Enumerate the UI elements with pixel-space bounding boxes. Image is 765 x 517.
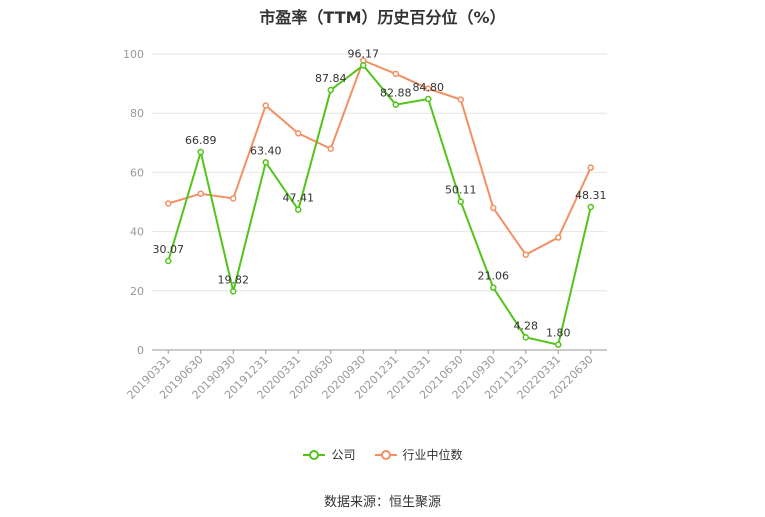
data-point bbox=[165, 257, 172, 265]
data-label: 82.88 bbox=[380, 87, 412, 100]
data-point bbox=[360, 62, 367, 69]
data-point bbox=[165, 200, 172, 207]
data-point bbox=[587, 203, 594, 211]
data-point bbox=[197, 148, 204, 156]
data-label: 4.28 bbox=[514, 319, 539, 332]
y-tick-label: 100 bbox=[123, 48, 144, 61]
data-point bbox=[555, 341, 562, 348]
data-point bbox=[327, 145, 334, 152]
data-point bbox=[587, 164, 594, 171]
data-label: 30.07 bbox=[153, 243, 185, 256]
y-tick-label: 40 bbox=[130, 226, 144, 239]
data-label: 19.82 bbox=[218, 273, 250, 286]
y-tick-label: 20 bbox=[130, 285, 144, 298]
legend-label: 行业中位数 bbox=[402, 448, 463, 462]
legend-marker-icon bbox=[374, 449, 397, 460]
data-label: 47.41 bbox=[283, 192, 315, 205]
data-label: 63.40 bbox=[250, 144, 282, 157]
y-tick-label: 80 bbox=[130, 107, 144, 120]
data-point bbox=[295, 206, 302, 213]
chart-title: 市盈率（TTM）历史百分位（%） bbox=[259, 8, 506, 27]
data-label: 1.80 bbox=[546, 327, 571, 340]
data-point bbox=[230, 195, 237, 202]
data-label: 50.11 bbox=[445, 184, 477, 197]
y-tick-label: 0 bbox=[137, 344, 144, 357]
legend-item[interactable]: 行业中位数 bbox=[374, 446, 463, 463]
data-point bbox=[490, 284, 497, 291]
data-label: 84.80 bbox=[413, 81, 445, 94]
data-point bbox=[230, 288, 237, 295]
data-point bbox=[457, 96, 464, 103]
data-source-note: 数据来源：恒生聚源 bbox=[323, 495, 441, 510]
line-chart: 0204060801002019033120190630201909302019… bbox=[123, 47, 607, 402]
data-point bbox=[425, 95, 432, 103]
series-line bbox=[167, 63, 592, 346]
data-label: 96.17 bbox=[348, 47, 380, 60]
data-point bbox=[197, 190, 204, 197]
legend-marker-icon bbox=[303, 449, 326, 460]
data-label: 87.84 bbox=[315, 72, 347, 85]
legend-label: 公司 bbox=[331, 448, 356, 462]
data-point bbox=[262, 102, 269, 109]
data-point bbox=[262, 159, 269, 166]
data-point bbox=[555, 234, 562, 241]
data-point bbox=[457, 198, 464, 205]
data-point bbox=[295, 130, 302, 137]
data-point bbox=[490, 204, 497, 212]
data-label: 21.06 bbox=[478, 270, 510, 283]
data-label: 48.31 bbox=[575, 189, 607, 202]
legend: 公司 行业中位数 bbox=[0, 446, 765, 463]
data-point bbox=[522, 334, 529, 341]
data-point bbox=[425, 85, 432, 92]
series-line bbox=[167, 59, 592, 256]
y-tick-label: 60 bbox=[130, 166, 144, 179]
data-point bbox=[392, 70, 399, 78]
data-point bbox=[392, 101, 399, 108]
data-point bbox=[327, 86, 334, 94]
data-point bbox=[522, 251, 529, 258]
legend-item[interactable]: 公司 bbox=[302, 446, 356, 463]
data-label: 66.89 bbox=[185, 134, 217, 147]
